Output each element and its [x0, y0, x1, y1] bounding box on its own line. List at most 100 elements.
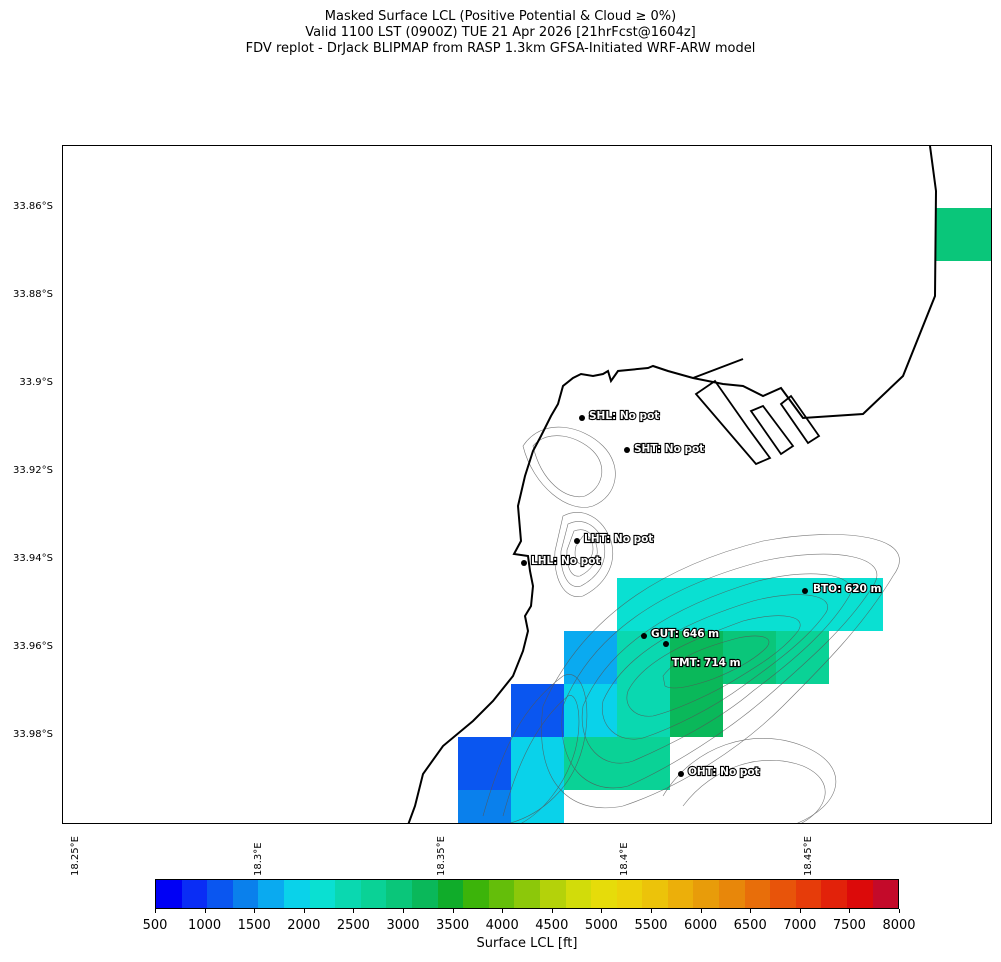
- site-label-sht: SHT: No pot: [634, 443, 704, 455]
- colorbar-tick-label: 5000: [584, 918, 618, 933]
- site-label-tmt: TMT: 714 m: [672, 657, 741, 669]
- colorbar-tick-label: 6500: [733, 918, 767, 933]
- colorbar-swatch: [360, 880, 387, 908]
- site-marker-oht: [678, 771, 684, 777]
- colorbar-tick-label: 3000: [386, 918, 420, 933]
- colorbar-swatch: [156, 880, 182, 908]
- colorbar-swatch: [258, 880, 284, 908]
- site-marker-shl: [579, 415, 585, 421]
- colorbar-tick-label: 7500: [832, 918, 866, 933]
- colorbar-tick-mark: [502, 909, 504, 913]
- lat-tick: 33.9°S: [19, 377, 53, 388]
- colorbar-tick-label: 4500: [535, 918, 569, 933]
- site-marker-bto: [802, 588, 808, 594]
- colorbar-tick-mark: [899, 909, 900, 913]
- lat-tick: 33.88°S: [13, 289, 53, 300]
- colorbar-tick-label: 4000: [485, 918, 519, 933]
- lat-tick: 33.92°S: [13, 465, 53, 476]
- colorbar-tick-mark: [452, 909, 454, 913]
- colorbar-tick-mark: [799, 909, 801, 913]
- colorbar-tick-mark: [353, 909, 355, 913]
- lcl-cell: [511, 684, 564, 737]
- site-label-lht: LHT: No pot: [584, 533, 653, 545]
- chart-source: FDV replot - DrJack BLIPMAP from RASP 1.…: [245, 41, 756, 56]
- coastline: [407, 146, 938, 823]
- colorbar-tick-label: 1000: [188, 918, 222, 933]
- lcl-cell: [564, 737, 670, 790]
- colorbar-tick-mark: [403, 909, 404, 913]
- site-label-bto: BTO: 620 m: [813, 583, 882, 595]
- colorbar-swatch: [719, 880, 745, 908]
- lon-tick: 18.45°E: [803, 836, 814, 876]
- colorbar-swatch: [591, 880, 617, 908]
- site-label-lhl: LHL: No pot: [531, 555, 600, 567]
- colorbar-tick-label: 2500: [336, 918, 370, 933]
- lcl-cell: [935, 208, 991, 261]
- colorbar-swatch: [309, 880, 336, 908]
- colorbar-swatch: [616, 880, 643, 908]
- colorbar-tick-label: 2000: [287, 918, 321, 933]
- lon-tick: 18.3°E: [253, 842, 264, 876]
- colorbar-tick-mark: [303, 909, 305, 913]
- lat-tick: 33.96°S: [13, 641, 53, 652]
- map-svg: SHL: No pot SHT: No pot LHT: No pot LHL:…: [407, 146, 991, 823]
- colorbar-swatch: [770, 880, 796, 908]
- chart-valid-time: Valid 1100 LST (0900Z) TUE 21 Apr 2026 […: [305, 25, 696, 40]
- colorbar-swatch: [847, 880, 873, 908]
- lcl-cell: [670, 631, 723, 684]
- terrain-contours: [482, 426, 900, 823]
- lat-tick: 33.86°S: [13, 201, 53, 212]
- colorbar-swatch: [437, 880, 464, 908]
- colorbar-tick-label: 6000: [684, 918, 718, 933]
- colorbar-swatch: [872, 880, 899, 908]
- colorbar-tick-label: 3500: [436, 918, 470, 933]
- colorbar-tick-mark: [750, 909, 752, 913]
- colorbar-swatch: [539, 880, 566, 908]
- lon-tick: 18.35°E: [436, 836, 447, 876]
- lcl-cell: [617, 578, 883, 631]
- colorbar-swatch: [411, 880, 438, 908]
- lat-tick: 33.94°S: [13, 553, 53, 564]
- colorbar-swatch: [565, 880, 592, 908]
- lat-tick: 33.98°S: [13, 729, 53, 740]
- lcl-cell: [776, 631, 829, 684]
- lcl-cell: [458, 737, 511, 790]
- site-marker-gut: [641, 633, 647, 639]
- lcl-cells: [458, 208, 991, 823]
- site-marker-sht: [624, 447, 630, 453]
- colorbar-tick-mark: [155, 909, 156, 913]
- colorbar-swatch: [386, 880, 412, 908]
- lcl-cell: [670, 684, 723, 737]
- colorbar-tick-label: 7000: [783, 918, 817, 933]
- colorbar-tick-mark: [551, 909, 553, 913]
- colorbar-swatch: [488, 880, 515, 908]
- colorbar-swatch: [207, 880, 233, 908]
- site-label-gut: GUT: 646 m: [651, 628, 719, 640]
- colorbar-swatch: [514, 880, 540, 908]
- colorbar-swatch: [642, 880, 668, 908]
- site-marker-lht: [574, 538, 580, 544]
- colorbar-swatch: [335, 880, 361, 908]
- map-plot-area: SHL: No pot SHT: No pot LHT: No pot LHL:…: [62, 145, 992, 824]
- lcl-cell: [458, 790, 511, 823]
- colorbar-swatch: [744, 880, 771, 908]
- colorbar-swatch: [232, 880, 259, 908]
- site-label-shl: SHL: No pot: [589, 410, 659, 422]
- colorbar-tick-mark: [700, 909, 702, 913]
- site-label-oht: OHT: No pot: [688, 766, 760, 778]
- lon-tick: 18.25°E: [70, 836, 81, 876]
- colorbar-swatch: [821, 880, 848, 908]
- colorbar-swatch: [667, 880, 694, 908]
- lcl-cell: [617, 684, 670, 737]
- colorbar-tick-label: 5500: [634, 918, 668, 933]
- colorbar: [155, 879, 899, 909]
- colorbar-label: Surface LCL [ft]: [476, 936, 578, 951]
- site-marker-lhl: [521, 560, 527, 566]
- colorbar-tick-mark: [601, 909, 603, 913]
- lcl-cell: [511, 790, 564, 823]
- colorbar-swatch: [181, 880, 208, 908]
- colorbar-swatch: [795, 880, 822, 908]
- chart-title: Masked Surface LCL (Positive Potential &…: [324, 9, 677, 24]
- colorbar-tick-mark: [204, 909, 206, 913]
- colorbar-tick-label: 1500: [237, 918, 271, 933]
